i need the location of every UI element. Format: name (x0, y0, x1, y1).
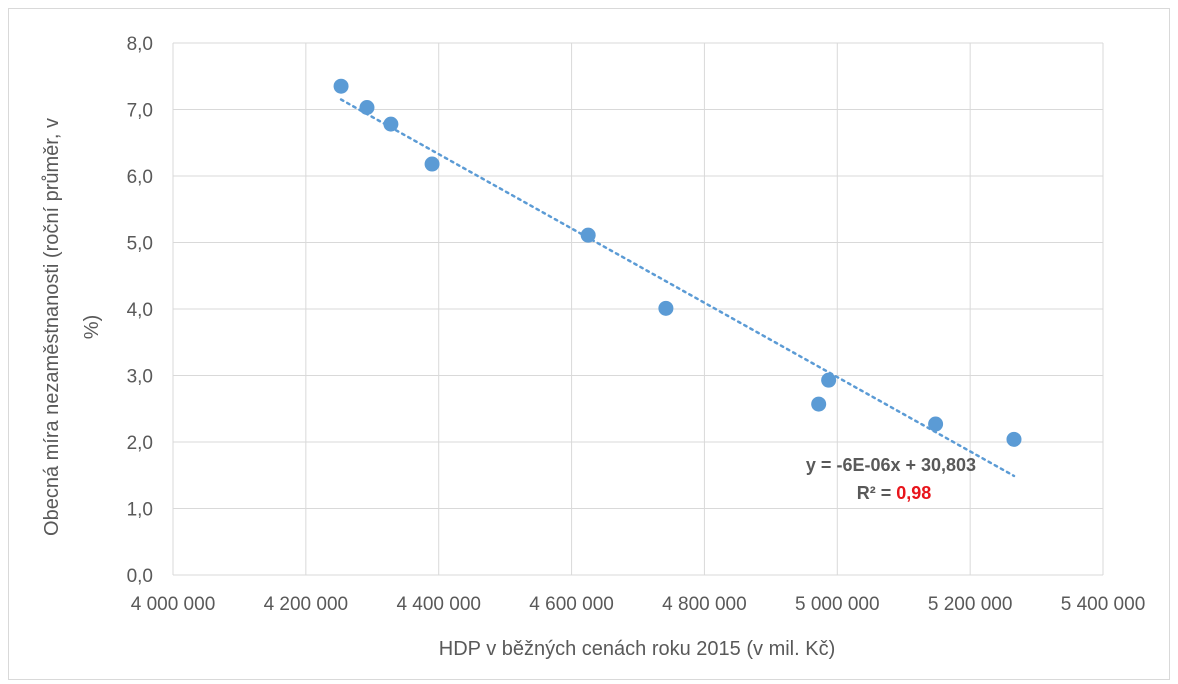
y-tick-labels: 0,0 1,0 2,0 3,0 4,0 5,0 6,0 7,0 8,0 (127, 34, 153, 587)
data-point (821, 372, 837, 388)
x-axis-title: HDP v běžných cenách roku 2015 (v mil. K… (439, 638, 835, 660)
trendline-group (339, 98, 1016, 478)
data-point (658, 300, 674, 316)
y-axis-title-line-1: Obecná míra nezaměstnanosti (roční průmě… (41, 118, 63, 536)
x-tick-label: 5 000 000 (795, 594, 880, 615)
r-squared-prefix: R² = (857, 483, 897, 503)
y-tick-label: 4,0 (127, 300, 153, 321)
data-point (359, 100, 375, 116)
data-point (333, 78, 349, 94)
data-point (383, 116, 399, 132)
x-tick-labels: 4 000 000 4 200 000 4 400 000 4 600 000 4 80… (131, 594, 1146, 615)
y-gridlines (173, 42, 1103, 576)
x-tick-label: 4 600 000 (529, 594, 614, 615)
data-point (811, 396, 827, 412)
x-tick-label: 5 400 000 (1061, 594, 1146, 615)
y-tick-label: 0,0 (127, 566, 153, 587)
trendline-equation: y = -6E-06x + 30,803 (806, 455, 976, 475)
x-tick-label: 4 200 000 (264, 594, 349, 615)
x-tick-label: 4 400 000 (396, 594, 481, 615)
x-tick-label: 4 000 000 (131, 594, 216, 615)
scatter-chart: 0,0 1,0 2,0 3,0 4,0 5,0 6,0 7,0 8,0 4 000 000 4 2… (41, 34, 1146, 660)
data-points (333, 78, 1022, 447)
y-tick-label: 2,0 (127, 433, 153, 454)
data-point (424, 156, 440, 172)
chart-frame: 0,0 1,0 2,0 3,0 4,0 5,0 6,0 7,0 8,0 4 000 000 4 2… (8, 8, 1170, 680)
data-point (580, 227, 596, 243)
trendline (339, 98, 1016, 478)
data-point (928, 416, 944, 432)
x-tick-label: 4 800 000 (662, 594, 747, 615)
y-tick-label: 1,0 (127, 500, 153, 521)
r-squared-value: 0,98 (896, 483, 931, 503)
y-axis-title-line-2: %) (81, 315, 103, 339)
x-gridlines (172, 43, 1104, 575)
r-squared-label: R² = 0,98 (857, 483, 932, 503)
y-tick-label: 8,0 (127, 34, 153, 55)
y-tick-label: 7,0 (127, 101, 153, 122)
y-tick-label: 3,0 (127, 367, 153, 388)
x-tick-label: 5 200 000 (928, 594, 1013, 615)
data-point (1006, 431, 1022, 447)
y-tick-label: 6,0 (127, 167, 153, 188)
y-tick-label: 5,0 (127, 234, 153, 255)
